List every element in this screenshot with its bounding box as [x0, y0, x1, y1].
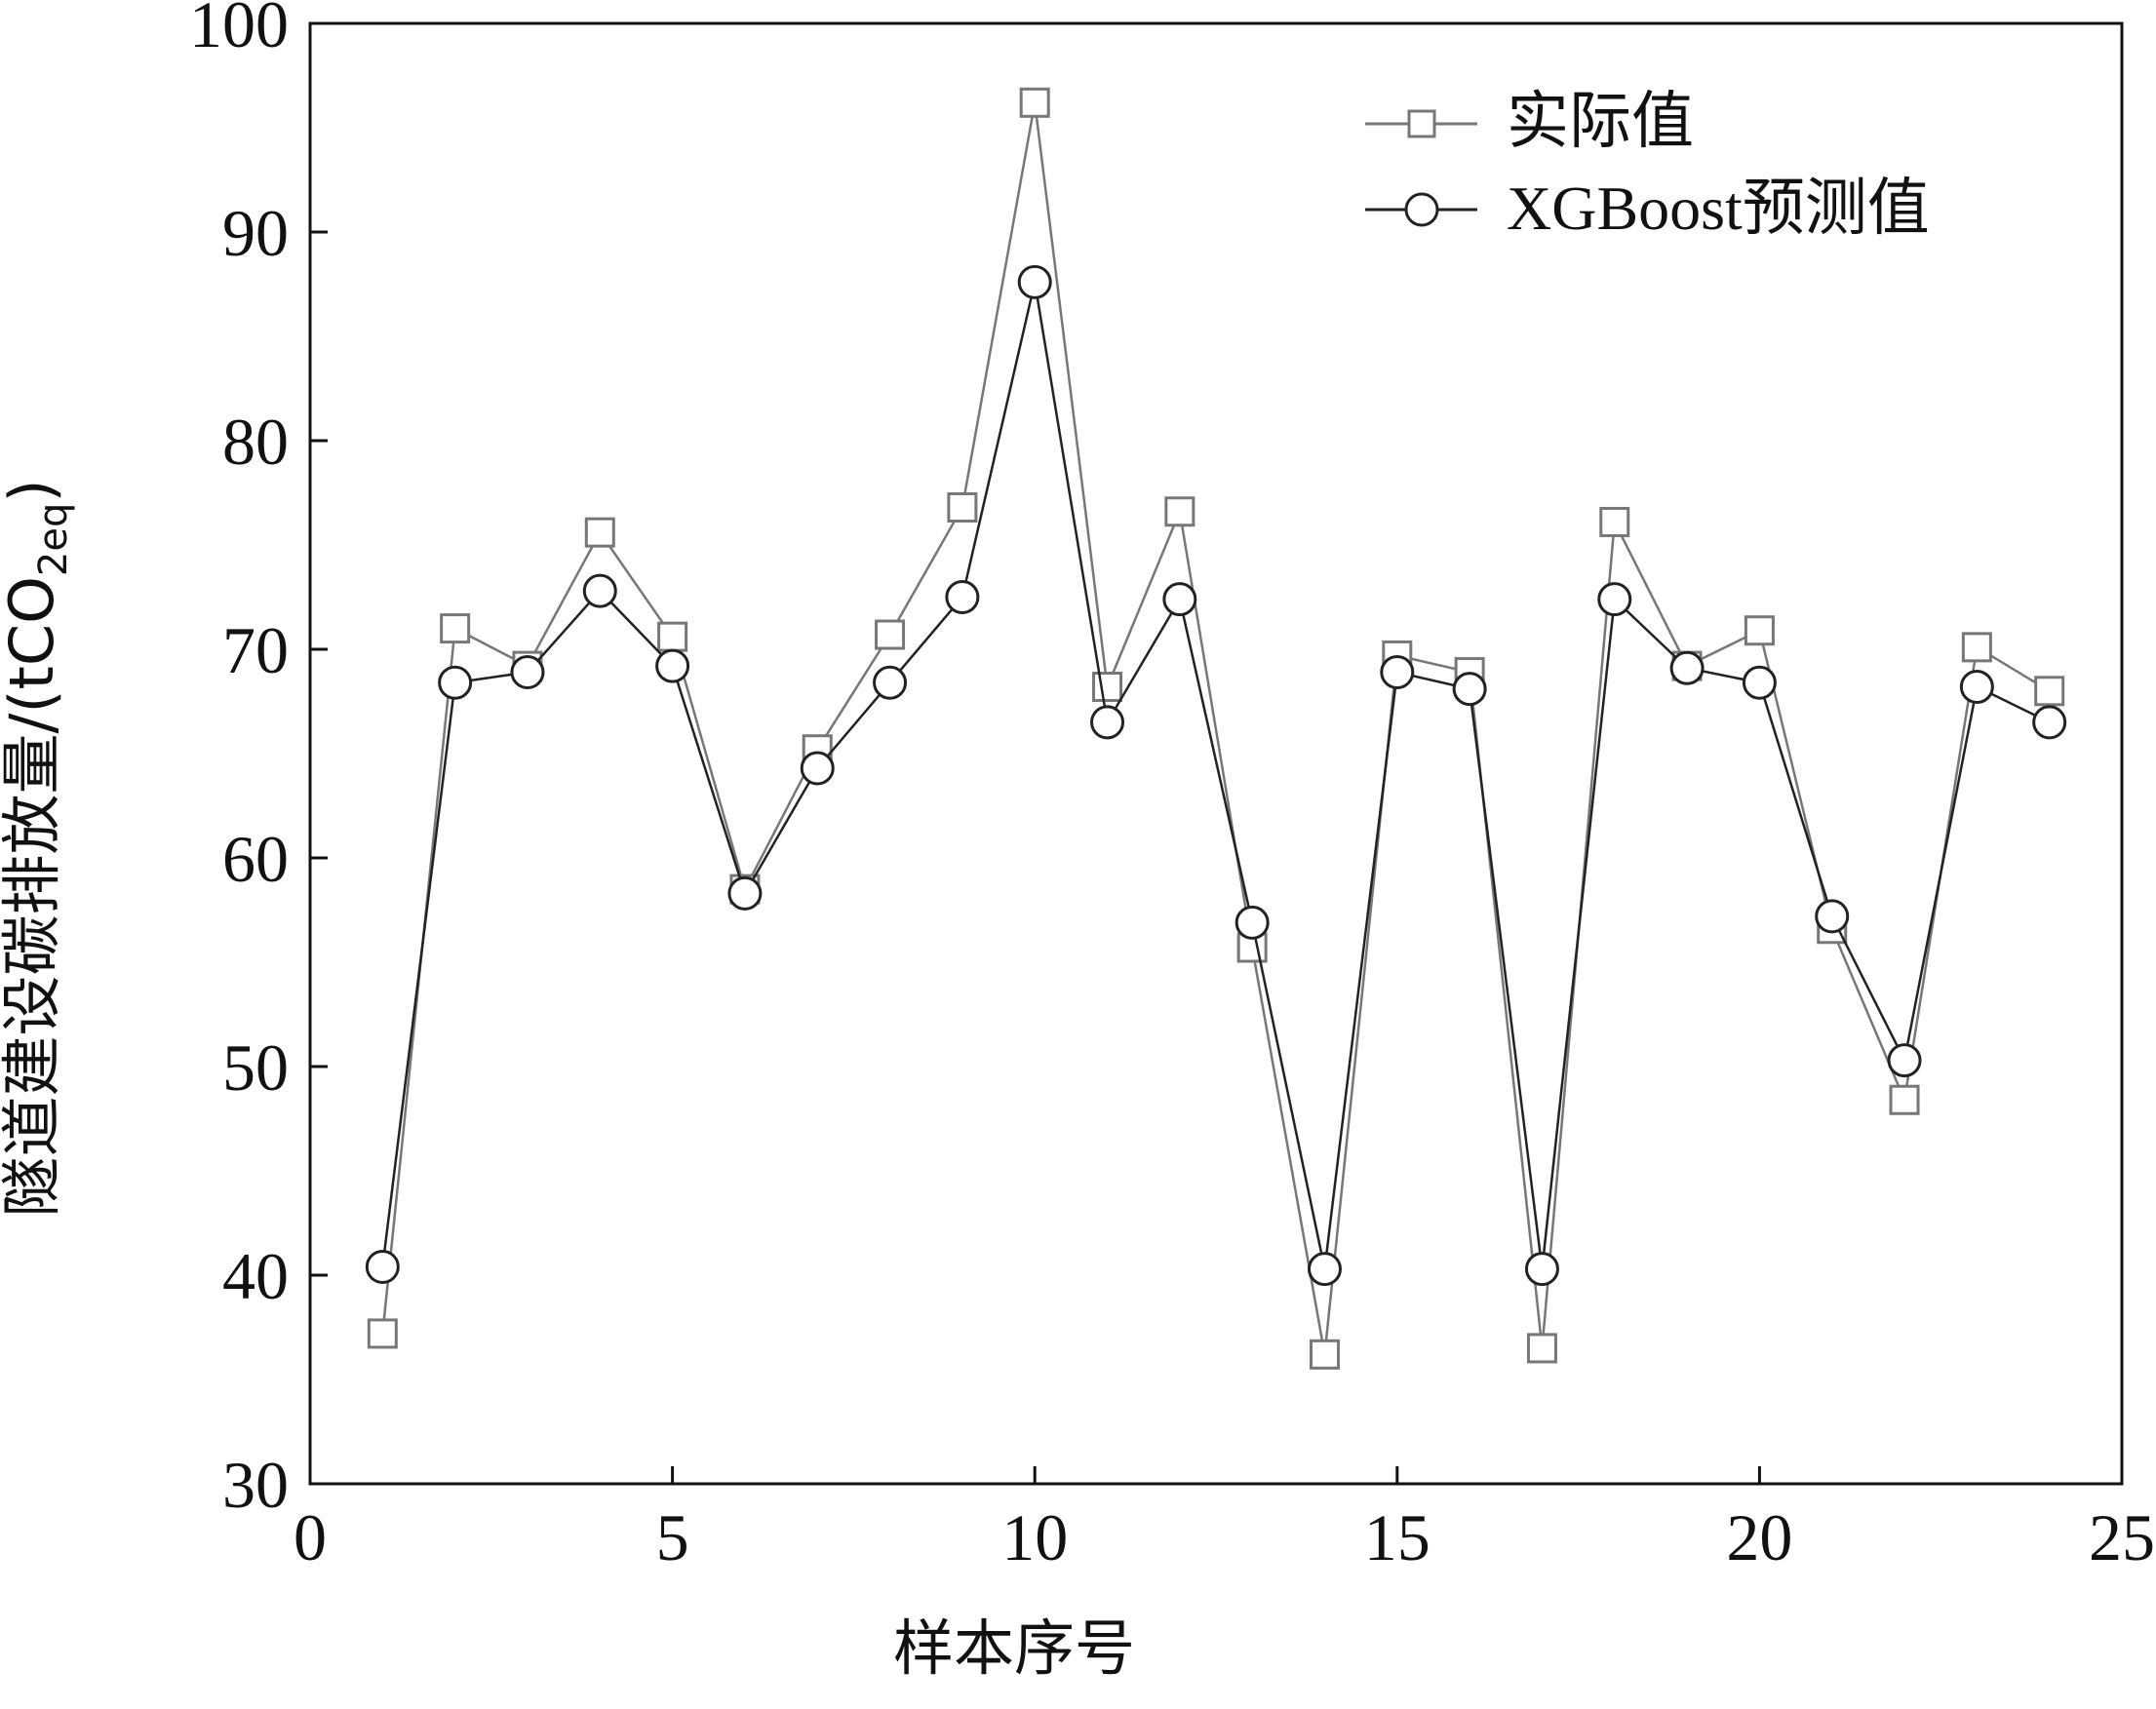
legend-label-actual: 实际值	[1507, 87, 1694, 156]
data-point-actual	[1744, 615, 1775, 646]
data-point-predicted	[1959, 670, 1994, 705]
data-point-actual	[584, 517, 615, 548]
x-tick-label: 20	[1726, 1500, 1792, 1574]
data-point-predicted	[438, 665, 473, 700]
data-point-predicted	[1380, 655, 1415, 690]
data-point-predicted	[727, 875, 763, 911]
data-point-actual	[1092, 672, 1123, 703]
y-tick-label: 80	[222, 405, 289, 479]
legend-circle-marker	[1404, 192, 1439, 227]
y-axis-title-subscript: 2eq	[31, 503, 76, 576]
x-axis: 0 5 10 15 20 25	[294, 1466, 2155, 1574]
x-tick-label: 5	[656, 1500, 689, 1574]
data-point-actual	[657, 621, 688, 652]
x-axis-title: 样本序号	[893, 1612, 1135, 1684]
data-point-predicted	[1235, 905, 1270, 940]
data-point-actual	[1164, 496, 1196, 527]
data-point-predicted	[873, 665, 908, 700]
data-point-predicted	[655, 648, 690, 683]
y-tick-label: 90	[222, 196, 289, 270]
series-predicted	[365, 264, 2067, 1287]
legend-entry-predicted: XGBoost预测值	[1365, 174, 1930, 243]
x-tick-label: 0	[294, 1500, 327, 1574]
y-axis-title-main: 隧道建设碳排放量/(tCO	[0, 576, 67, 1217]
y-tick-label: 50	[222, 1030, 289, 1105]
data-point-predicted	[1307, 1252, 1342, 1287]
series-line	[381, 102, 2051, 1355]
y-tick-label: 70	[222, 613, 289, 687]
legend-square-marker	[1407, 109, 1436, 138]
data-point-predicted	[800, 751, 835, 786]
data-point-actual	[367, 1318, 398, 1349]
legend: 实际值 XGBoost预测值	[1365, 87, 1930, 243]
data-point-actual	[947, 491, 978, 523]
data-point-predicted	[365, 1249, 400, 1284]
data-point-predicted	[2032, 705, 2067, 740]
data-point-predicted	[1597, 582, 1632, 617]
x-tick-label: 15	[1364, 1500, 1431, 1574]
data-point-actual	[1599, 506, 1630, 537]
data-point-actual	[440, 613, 471, 644]
data-point-actual	[875, 619, 906, 650]
data-point-predicted	[1815, 899, 1850, 934]
data-point-actual	[1019, 87, 1050, 118]
data-point-predicted	[1669, 650, 1705, 685]
series-actual	[367, 87, 2065, 1370]
y-axis-title-close: )	[0, 479, 67, 502]
y-tick-label: 60	[222, 822, 289, 896]
y-tick-label: 40	[222, 1239, 289, 1313]
y-axis-title: 隧道建设碳排放量/(tCO2eq)	[0, 479, 76, 1217]
data-point-predicted	[1742, 665, 1777, 700]
series-line	[381, 282, 2051, 1269]
plot-border	[308, 21, 2124, 1486]
data-point-actual	[1961, 632, 1992, 663]
data-point-predicted	[1017, 264, 1052, 299]
data-point-predicted	[1090, 705, 1125, 740]
data-point-actual	[1526, 1333, 1557, 1364]
x-tick-label: 25	[2089, 1500, 2155, 1574]
data-point-predicted	[1887, 1043, 1922, 1078]
data-point-actual	[1889, 1084, 1920, 1115]
legend-label-predicted: XGBoost预测值	[1507, 174, 1930, 243]
data-point-predicted	[945, 580, 980, 614]
data-point-predicted	[1524, 1252, 1559, 1287]
data-point-predicted	[1452, 672, 1487, 707]
x-tick-label: 10	[1001, 1500, 1068, 1574]
data-point-actual	[1309, 1339, 1340, 1370]
series-layer	[365, 87, 2067, 1370]
data-point-predicted	[510, 655, 545, 690]
data-point-predicted	[1162, 582, 1197, 617]
y-tick-label: 30	[222, 1448, 289, 1522]
legend-entry-actual: 实际值	[1365, 87, 1694, 156]
data-point-predicted	[582, 573, 617, 608]
plot-area-frame	[308, 21, 2124, 1486]
data-point-actual	[2034, 676, 2065, 707]
y-axis: 30 40 50 60 70 80 90 100	[189, 0, 328, 1522]
y-tick-label: 100	[189, 0, 289, 61]
